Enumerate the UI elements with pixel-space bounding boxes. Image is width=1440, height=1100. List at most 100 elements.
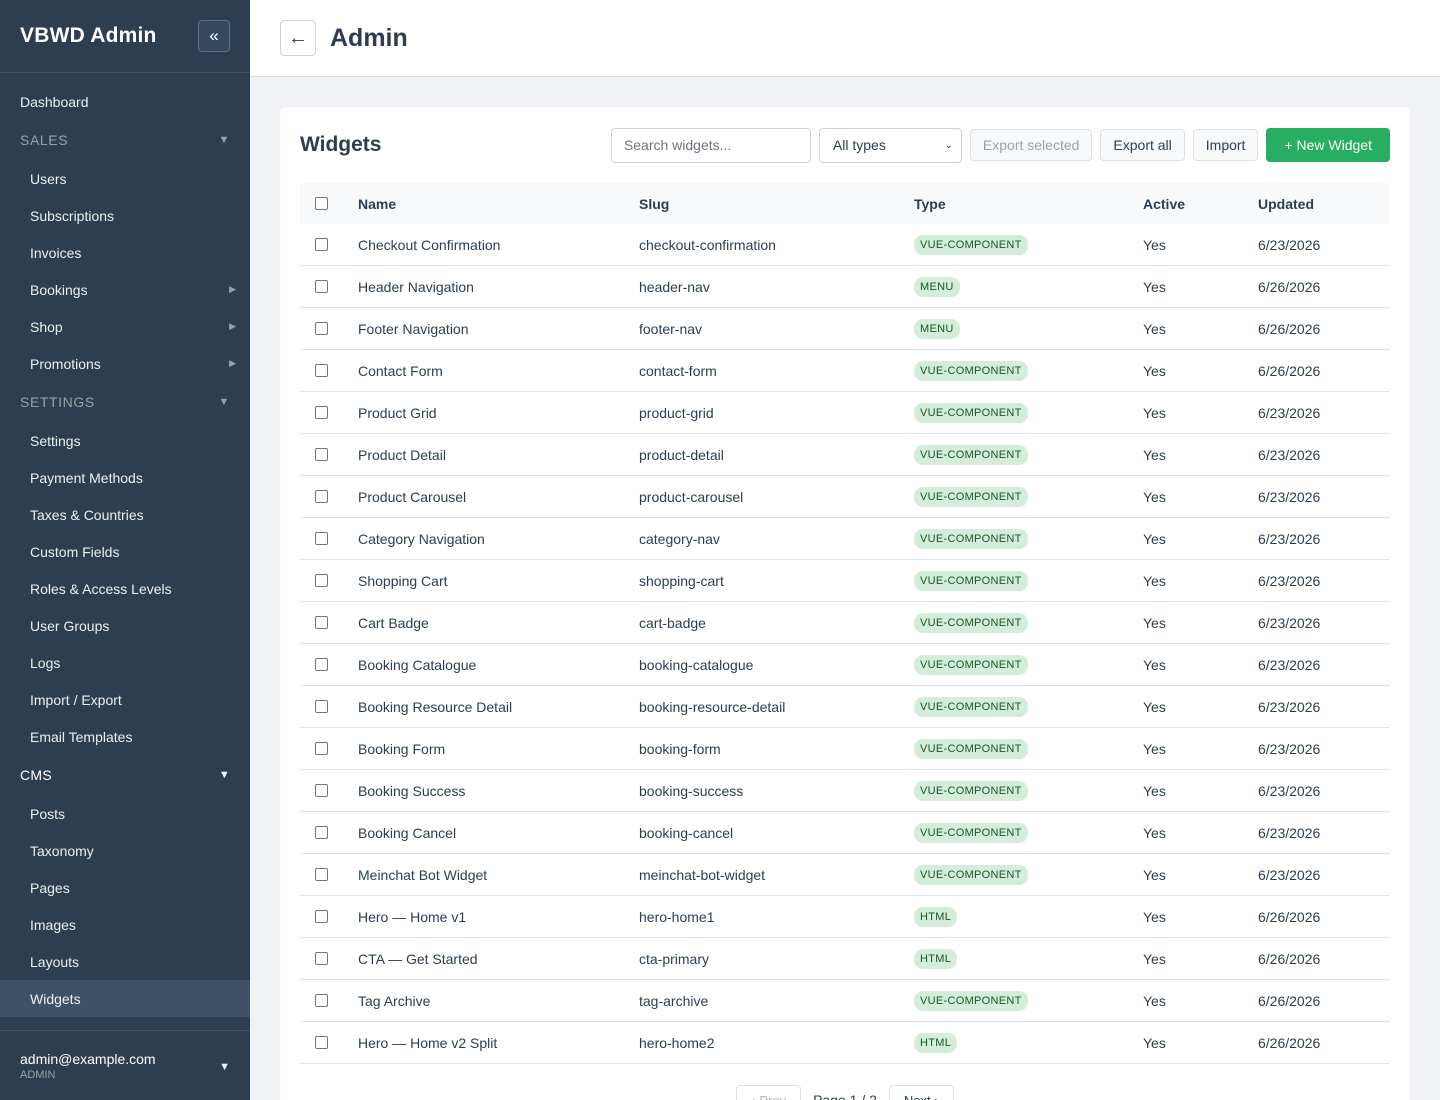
import-button[interactable]: Import bbox=[1192, 129, 1259, 161]
section-sales[interactable]: SALES ▼ bbox=[0, 120, 250, 160]
column-name[interactable]: Name bbox=[358, 195, 397, 212]
table-row[interactable]: Booking Cancel booking-cancel VUE-COMPONEN… bbox=[300, 812, 1390, 854]
row-checkbox[interactable] bbox=[315, 742, 328, 755]
row-checkbox[interactable] bbox=[315, 238, 328, 251]
select-all-checkbox[interactable] bbox=[315, 197, 328, 210]
table-row[interactable]: Hero — Home v1 hero-home1 HTML Yes 6/26/2026 bbox=[300, 896, 1390, 938]
column-updated[interactable]: Updated bbox=[1258, 195, 1314, 212]
next-page-button[interactable]: Next › bbox=[888, 1085, 954, 1100]
table-row[interactable]: Product Grid product-grid VUE-COMPONENT Yes… bbox=[300, 392, 1390, 434]
sidebar-item-roles-access-levels[interactable]: Roles & Access Levels bbox=[0, 570, 250, 607]
export-selected-button[interactable]: Export selected bbox=[969, 129, 1093, 161]
row-checkbox[interactable] bbox=[315, 448, 328, 461]
table-row[interactable]: Cart Badge cart-badge VUE-COMPONENT Yes 6/23… bbox=[300, 602, 1390, 644]
row-checkbox[interactable] bbox=[315, 826, 328, 839]
table-row[interactable]: Contact Form contact-form VUE-COMPONENT Yes… bbox=[300, 350, 1390, 392]
row-checkbox[interactable] bbox=[315, 868, 328, 881]
row-checkbox[interactable] bbox=[315, 784, 328, 797]
table-row[interactable]: Meinchat Bot Widget meinchat-bot-widget VU… bbox=[300, 854, 1390, 896]
widget-updated: 6/26/2026 bbox=[1258, 320, 1321, 337]
sidebar-item-posts[interactable]: Posts bbox=[0, 795, 250, 832]
column-slug[interactable]: Slug bbox=[639, 195, 670, 212]
sidebar-item-subscriptions[interactable]: Subscriptions bbox=[0, 197, 250, 234]
table-row[interactable]: Shopping Cart shopping-cart VUE-COMPONENT Y… bbox=[300, 560, 1390, 602]
table-row[interactable]: Category Navigation category-nav VUE-COMPO… bbox=[300, 518, 1390, 560]
row-checkbox[interactable] bbox=[315, 1036, 328, 1049]
sidebar-item-label: Settings bbox=[30, 432, 81, 449]
table-row[interactable]: Checkout Confirmation checkout-confirmati… bbox=[300, 224, 1390, 266]
column-active[interactable]: Active bbox=[1143, 195, 1186, 212]
sidebar-item-users[interactable]: Users bbox=[0, 160, 250, 197]
sidebar-item-import-export[interactable]: Import / Export bbox=[0, 681, 250, 718]
table-row[interactable]: Footer Navigation footer-nav MENU Yes 6/26/2… bbox=[300, 308, 1390, 350]
widget-slug: category-nav bbox=[639, 530, 720, 547]
sidebar-item-images[interactable]: Images bbox=[0, 906, 250, 943]
sidebar-item-label: Subscriptions bbox=[30, 207, 115, 224]
sidebar-item-taxes-countries[interactable]: Taxes & Countries bbox=[0, 496, 250, 533]
table-row[interactable]: Product Detail product-detail VUE-COMPONEN… bbox=[300, 434, 1390, 476]
row-checkbox[interactable] bbox=[315, 574, 328, 587]
widget-type-cell: VUE-COMPONENT bbox=[914, 234, 1143, 255]
row-checkbox[interactable] bbox=[315, 994, 328, 1007]
back-button[interactable]: ← bbox=[280, 20, 316, 56]
user-info: admin@example.com ADMIN bbox=[20, 1051, 156, 1100]
row-checkbox[interactable] bbox=[315, 700, 328, 713]
sidebar-item-pages[interactable]: Pages bbox=[0, 869, 250, 906]
widget-updated: 6/23/2026 bbox=[1258, 530, 1321, 547]
collapse-sidebar-button[interactable]: « bbox=[198, 20, 230, 52]
table-row[interactable]: Booking Form booking-form VUE-COMPONENT Yes… bbox=[300, 728, 1390, 770]
sidebar-item-layouts[interactable]: Layouts bbox=[0, 943, 250, 980]
table-row[interactable]: Header Navigation header-nav MENU Yes 6/26/2… bbox=[300, 266, 1390, 308]
type-badge: VUE-COMPONENT bbox=[914, 570, 1028, 591]
user-menu[interactable]: admin@example.com ADMIN ▼ bbox=[0, 1030, 250, 1100]
column-type[interactable]: Type bbox=[914, 195, 946, 212]
sidebar-item-label: Taxes & Countries bbox=[30, 506, 144, 523]
export-all-button[interactable]: Export all bbox=[1100, 129, 1185, 161]
row-checkbox[interactable] bbox=[315, 406, 328, 419]
sidebar-item-shop[interactable]: Shop ▶ bbox=[0, 308, 250, 345]
new-widget-button[interactable]: + New Widget bbox=[1266, 128, 1390, 162]
sidebar-item-custom-fields[interactable]: Custom Fields bbox=[0, 533, 250, 570]
widget-name: Booking Form bbox=[358, 740, 446, 757]
sidebar-item-invoices[interactable]: Invoices bbox=[0, 234, 250, 271]
sidebar-item-user-groups[interactable]: User Groups bbox=[0, 607, 250, 644]
row-select-cell bbox=[300, 742, 358, 755]
row-checkbox[interactable] bbox=[315, 364, 328, 377]
table-row[interactable]: Booking Catalogue booking-catalogue VUE-CO… bbox=[300, 644, 1390, 686]
sidebar-item-label: Logs bbox=[30, 654, 61, 671]
sidebar-item-payment-methods[interactable]: Payment Methods bbox=[0, 459, 250, 496]
table-row[interactable]: Booking Success booking-success VUE-COMPON… bbox=[300, 770, 1390, 812]
prev-page-button[interactable]: ‹ Prev bbox=[736, 1085, 802, 1100]
row-checkbox[interactable] bbox=[315, 910, 328, 923]
section-settings[interactable]: SETTINGS ▼ bbox=[0, 382, 250, 422]
type-filter-select[interactable]: All types ⌄ bbox=[818, 127, 962, 163]
sidebar-item-promotions[interactable]: Promotions ▶ bbox=[0, 345, 250, 382]
row-checkbox[interactable] bbox=[315, 490, 328, 503]
widget-updated: 6/23/2026 bbox=[1258, 614, 1321, 631]
sidebar-item-dashboard[interactable]: Dashboard bbox=[20, 93, 89, 110]
widget-updated: 6/26/2026 bbox=[1258, 278, 1321, 295]
sidebar-item-settings[interactable]: Settings bbox=[0, 422, 250, 459]
table-row[interactable]: Hero — Home v2 Split hero-home2 HTML Yes 6/2… bbox=[300, 1022, 1390, 1064]
row-checkbox[interactable] bbox=[315, 322, 328, 335]
row-checkbox[interactable] bbox=[315, 280, 328, 293]
sidebar-item-taxonomy[interactable]: Taxonomy bbox=[0, 832, 250, 869]
sidebar-item-email-templates[interactable]: Email Templates bbox=[0, 718, 250, 755]
table-row[interactable]: Product Carousel product-carousel VUE-COMP… bbox=[300, 476, 1390, 518]
widget-active: Yes bbox=[1143, 824, 1166, 841]
section-cms[interactable]: CMS ▼ bbox=[0, 755, 250, 795]
row-checkbox[interactable] bbox=[315, 658, 328, 671]
row-checkbox[interactable] bbox=[315, 532, 328, 545]
search-input[interactable] bbox=[610, 127, 811, 163]
table-row[interactable]: Tag Archive tag-archive VUE-COMPONENT Yes 6/… bbox=[300, 980, 1390, 1022]
row-checkbox[interactable] bbox=[315, 616, 328, 629]
table-row[interactable]: CTA — Get Started cta-primary HTML Yes 6/26/… bbox=[300, 938, 1390, 980]
widget-name: Hero — Home v1 bbox=[358, 908, 467, 925]
widget-slug: booking-success bbox=[639, 782, 744, 799]
sidebar-item-logs[interactable]: Logs bbox=[0, 644, 250, 681]
sidebar-item-bookings[interactable]: Bookings ▶ bbox=[0, 271, 250, 308]
widget-name: Booking Success bbox=[358, 782, 466, 799]
table-row[interactable]: Booking Resource Detail booking-resource-… bbox=[300, 686, 1390, 728]
sidebar-item-widgets[interactable]: Widgets bbox=[0, 980, 250, 1017]
row-checkbox[interactable] bbox=[315, 952, 328, 965]
